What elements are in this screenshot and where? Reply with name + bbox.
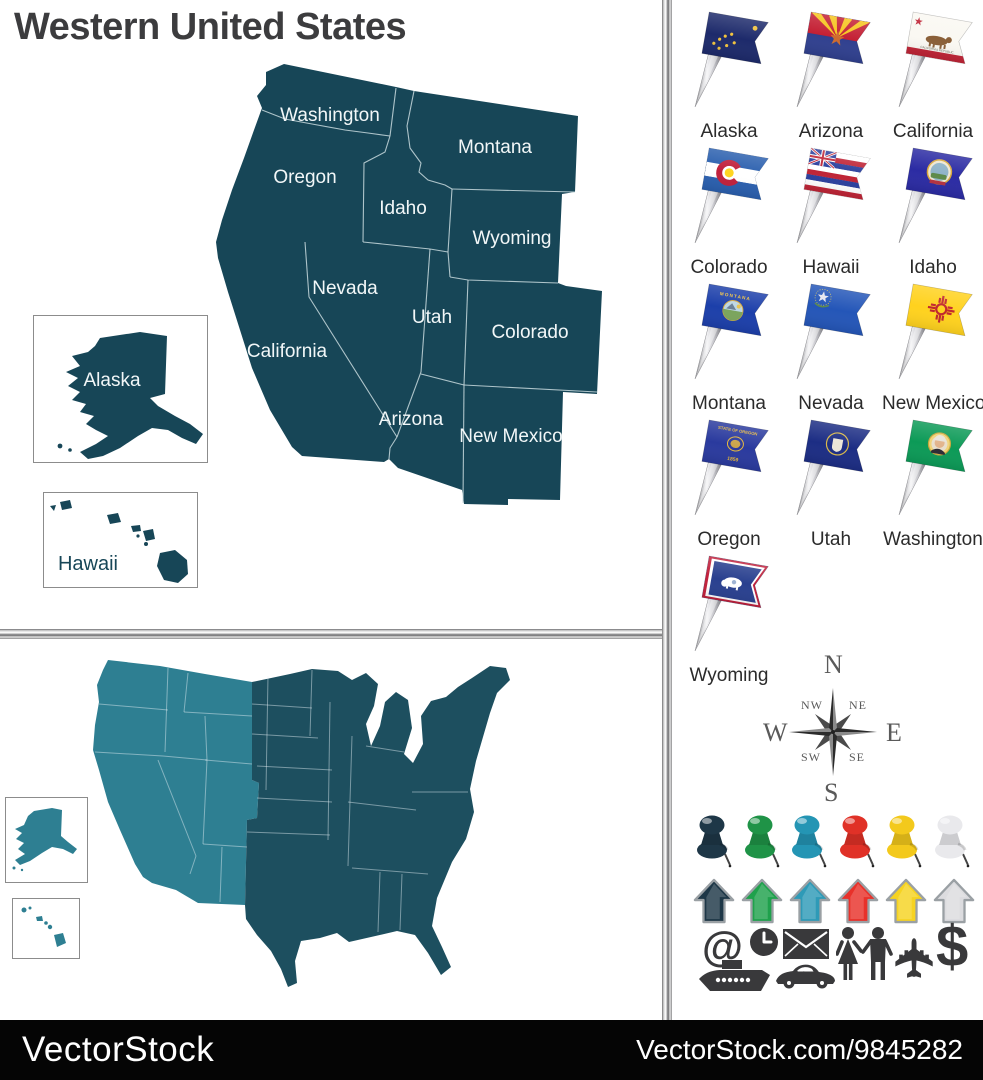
us-state-lines xyxy=(94,667,468,933)
arrow-green xyxy=(740,876,784,931)
airplane-icon: ✈ xyxy=(886,936,945,980)
car-icon xyxy=(776,964,835,989)
hawaii-overview-inset xyxy=(12,898,80,959)
western-states-silhouette xyxy=(216,64,602,505)
flag-pin-arizona: Arizona xyxy=(780,6,882,142)
state-label-washington: Washington xyxy=(280,105,380,126)
flag-pin-utah: Utah xyxy=(780,414,882,550)
arrow-red xyxy=(836,876,880,931)
hawaii-inset: Hawaii xyxy=(43,492,198,588)
flag-pin-label-idaho: Idaho xyxy=(909,257,957,278)
us-overview-map xyxy=(5,660,510,987)
flag-pin-montana: MONTANA Montana xyxy=(678,278,780,414)
state-label-wyoming: Wyoming xyxy=(472,228,551,249)
state-label-oregon: Oregon xyxy=(273,167,336,188)
flag-pin-oregon: STATE OF OREGON 1859 Oregon xyxy=(678,414,780,550)
flag-pin-label-wyoming: Wyoming xyxy=(689,665,769,686)
compass-label-sw: SW xyxy=(801,750,821,764)
pushpin-white xyxy=(930,812,976,875)
compass-label-nw: NW xyxy=(801,698,823,712)
ship-icon xyxy=(699,960,770,991)
state-borders xyxy=(261,87,598,504)
state-label-nevada: Nevada xyxy=(312,278,378,299)
state-label-montana: Montana xyxy=(458,137,532,158)
clock-icon xyxy=(750,928,778,956)
western-us-map: Washington Montana Oregon Idaho Wyoming … xyxy=(33,64,602,588)
flag-pin-label-utah: Utah xyxy=(810,529,852,550)
watermark-bar: VectorStock VectorStock.com/9845282 xyxy=(0,1020,983,1080)
arrow-navy xyxy=(692,876,736,931)
compass-star xyxy=(789,688,877,776)
horizontal-divider xyxy=(0,629,662,639)
flag-pin-label-oregon: Oregon xyxy=(697,529,761,550)
flag-pin-label-montana: Montana xyxy=(692,393,766,414)
compass-label-s: S xyxy=(824,778,839,807)
state-flag-pins: Alaska Arizona CALIFORNIA REPUBLIC Californ… xyxy=(678,6,983,686)
state-label-colorado: Colorado xyxy=(491,322,568,343)
compass-label-w: W xyxy=(763,718,788,747)
flag-pin-label-california: California xyxy=(892,121,974,142)
flag-pin-idaho: Idaho xyxy=(882,142,983,278)
arrow-yellow xyxy=(884,876,928,931)
flag-pin-label-nevada: Nevada xyxy=(798,393,864,414)
alaska-inset: Alaska xyxy=(33,315,208,463)
hawaii-inset-label: Hawaii xyxy=(58,553,118,575)
arrow-silver xyxy=(932,876,976,931)
pushpins-row xyxy=(692,812,976,875)
alaska-inset-label: Alaska xyxy=(83,370,140,391)
compass-label-se: SE xyxy=(849,750,866,764)
envelope-icon xyxy=(783,929,829,959)
credit-text: VectorStock.com/9845282 xyxy=(636,1034,963,1065)
pushpin-yellow xyxy=(882,812,928,875)
state-label-new-mexico: New Mexico xyxy=(459,426,562,447)
flag-pin-label-colorado: Colorado xyxy=(690,257,768,278)
state-label-california: California xyxy=(247,341,328,362)
dollar-icon: $ xyxy=(936,914,969,979)
flag-pin-colorado: Colorado xyxy=(678,142,780,278)
flag-pin-label-washington: Washington xyxy=(883,529,983,550)
pushpin-green xyxy=(740,812,786,875)
couple-icon xyxy=(836,927,893,980)
flag-pin-label-alaska: Alaska xyxy=(700,121,758,142)
flag-pin-label-new-mexico: New Mexico xyxy=(882,393,983,414)
pushpin-teal xyxy=(787,812,833,875)
arrow-teal xyxy=(788,876,832,931)
state-label-arizona: Arizona xyxy=(379,409,444,430)
page-title: Western United States xyxy=(14,6,407,48)
pushpin-red xyxy=(835,812,881,875)
compass-label-ne: NE xyxy=(849,698,867,712)
arrows-row xyxy=(692,876,976,931)
us-west-region xyxy=(93,660,259,905)
alaska-overview-inset xyxy=(5,797,88,883)
flag-pin-alaska: Alaska xyxy=(678,6,780,142)
flag-pin-label-arizona: Arizona xyxy=(798,121,864,142)
flag-pin-washington: Washington xyxy=(882,414,983,550)
compass-rose: N S W E NW NE SW SE xyxy=(745,650,921,820)
vertical-divider xyxy=(662,0,672,1020)
us-east-region xyxy=(245,666,510,987)
flag-pin-wyoming: Wyoming xyxy=(678,550,780,686)
pushpin-navy xyxy=(692,812,738,875)
flag-pin-label-hawaii: Hawaii xyxy=(802,257,860,278)
state-label-utah: Utah xyxy=(412,307,452,328)
flag-pin-nevada: Nevada xyxy=(780,278,882,414)
state-label-idaho: Idaho xyxy=(379,198,427,219)
compass-label-e: E xyxy=(886,718,902,747)
travel-icons: @ ✈ $ xyxy=(690,918,982,1020)
brand-text: VectorStock xyxy=(22,1030,215,1069)
compass-label-n: N xyxy=(824,650,843,679)
flag-pin-california: CALIFORNIA REPUBLIC California xyxy=(882,6,983,142)
flag-pin-new-mexico: New Mexico xyxy=(882,278,983,414)
flag-pin-hawaii: Hawaii xyxy=(780,142,882,278)
